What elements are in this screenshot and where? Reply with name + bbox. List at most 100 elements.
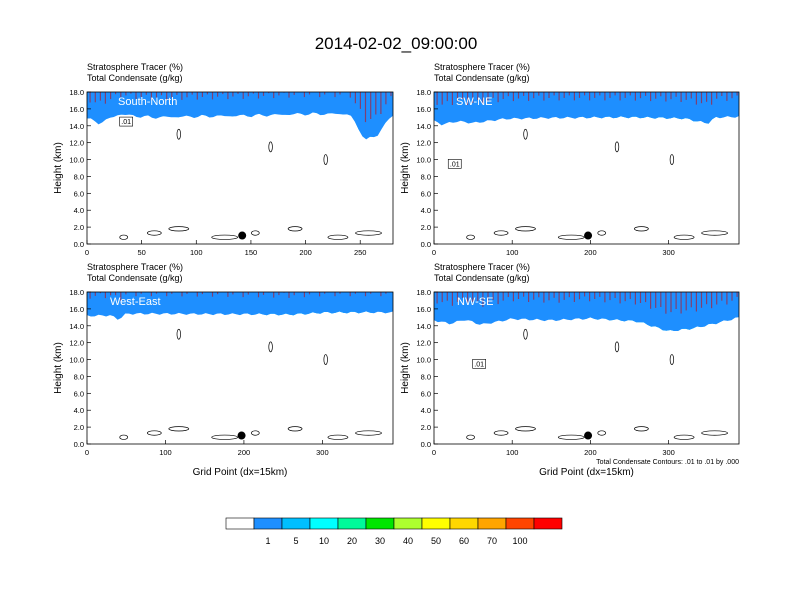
tracer-streak: [507, 92, 509, 97]
condensate-contour: [327, 434, 349, 440]
tracer-streak: [211, 292, 214, 297]
tracer-streak: [120, 292, 122, 301]
panel-header-condensate: Total Condensate (g/kg): [434, 73, 530, 83]
tracer-streak: [624, 92, 626, 98]
panel-header-tracer: Stratosphere Tracer (%): [434, 62, 530, 72]
tracer-streak: [201, 292, 203, 295]
y-tick-label: 8.0: [421, 372, 431, 381]
tracer-streak: [196, 292, 198, 297]
tracer-streak: [446, 92, 448, 102]
y-tick-label: 16.0: [416, 105, 431, 114]
condensate-contour: [523, 328, 528, 340]
tracer-streak: [497, 292, 499, 305]
panel-label: SW-NE: [456, 96, 492, 108]
tracer-streak: [319, 92, 321, 98]
tracer-streak: [482, 292, 484, 307]
y-tick-label: 12.0: [69, 139, 84, 148]
x-axis-label: Grid Point (dx=15km): [193, 467, 288, 478]
tracer-streak: [706, 92, 708, 102]
y-tick-label: 10.0: [69, 156, 84, 165]
panel-header-condensate: Total Condensate (g/kg): [87, 273, 183, 283]
tracer-streak: [176, 92, 178, 95]
tracer-streak: [670, 292, 672, 313]
tracer-streak: [257, 92, 260, 99]
tracer-streak: [523, 92, 525, 96]
tracer-streak: [665, 92, 667, 102]
tracer-streak: [492, 292, 494, 300]
panel-header-tracer: Stratosphere Tracer (%): [434, 262, 530, 272]
condensate-contour: [669, 354, 675, 365]
tracer-streak: [242, 92, 244, 99]
tracer-streak: [115, 92, 117, 95]
tracer-streak: [533, 92, 535, 99]
y-tick-label: 14.0: [416, 322, 431, 331]
y-tick-label: 18.0: [69, 88, 84, 97]
tracer-streak: [293, 292, 295, 296]
panel-west-east: Stratosphere Tracer (%)Total Condensate …: [53, 262, 394, 478]
x-tick-label: 300: [662, 448, 675, 457]
tracer-streak: [563, 292, 565, 300]
condensate-contour: [211, 234, 239, 240]
tracer-streak: [99, 292, 101, 294]
colorbar-swatch: [393, 517, 423, 530]
colorbar-label: 100: [512, 536, 527, 546]
condensate-contour: [250, 230, 260, 236]
condensate-contour: [493, 230, 509, 236]
tracer-streak: [604, 292, 606, 303]
tracer-streak: [125, 92, 127, 96]
y-tick-label: 0.0: [421, 240, 431, 249]
panel-header-condensate: Total Condensate (g/kg): [87, 73, 183, 83]
tracer-streak: [675, 92, 677, 97]
condensate-contour: [323, 354, 328, 365]
colorbar-swatch: [505, 517, 535, 530]
y-tick-label: 6.0: [421, 189, 431, 198]
panel-frame: [433, 91, 740, 245]
y-tick-label: 14.0: [416, 122, 431, 131]
y-tick-label: 14.0: [69, 322, 84, 331]
panel-frame: [433, 291, 740, 445]
tracer-streak: [364, 92, 367, 123]
tracer-streak: [578, 292, 581, 300]
tracer-streak: [324, 92, 326, 95]
tracer-streak: [145, 92, 147, 95]
tracer-streak: [217, 92, 219, 97]
tracer-streak: [456, 292, 459, 302]
tracer-streak: [584, 292, 586, 297]
colorbar: 1 5 10 20 30 40 50 60 70 100: [225, 517, 563, 546]
tracer-streak: [227, 92, 229, 100]
tracer-streak: [104, 92, 106, 104]
panel-frame: [86, 291, 394, 445]
x-tick-label: 200: [584, 248, 597, 257]
condensate-contour: [268, 141, 273, 153]
tracer-streak: [171, 92, 173, 98]
tracer-streak: [487, 292, 489, 304]
tracer-streak: [252, 92, 254, 94]
tracer-streak: [726, 92, 728, 101]
tracer-streak: [94, 92, 96, 103]
tracer-streak: [706, 292, 708, 305]
tracer-streak: [441, 92, 443, 105]
y-tick-label: 2.0: [421, 223, 431, 232]
tracer-streak: [619, 92, 621, 101]
tracer-band: [434, 292, 739, 331]
tracer-streak: [584, 92, 586, 96]
tracer-streak: [451, 92, 453, 105]
panel-header-tracer: Stratosphere Tracer (%): [87, 262, 183, 272]
x-tick-label: 100: [159, 448, 172, 457]
tracer-streak: [339, 92, 341, 95]
x-tick-label: 50: [137, 248, 145, 257]
condensate-contour: [146, 230, 162, 236]
tracer-streak: [609, 292, 611, 301]
tracer-streak: [232, 92, 234, 97]
tracer-field: [87, 292, 393, 320]
tracer-streak: [89, 92, 91, 103]
tracer-streak: [690, 92, 692, 99]
condensate-contour: [557, 234, 585, 240]
tracer-streak: [436, 292, 438, 304]
location-marker: [584, 431, 593, 440]
tracer-streak: [716, 92, 718, 99]
tracer-streak: [736, 292, 738, 297]
tracer-streak: [589, 292, 591, 302]
tracer-streak: [247, 92, 249, 97]
x-tick-label: 150: [245, 248, 258, 257]
